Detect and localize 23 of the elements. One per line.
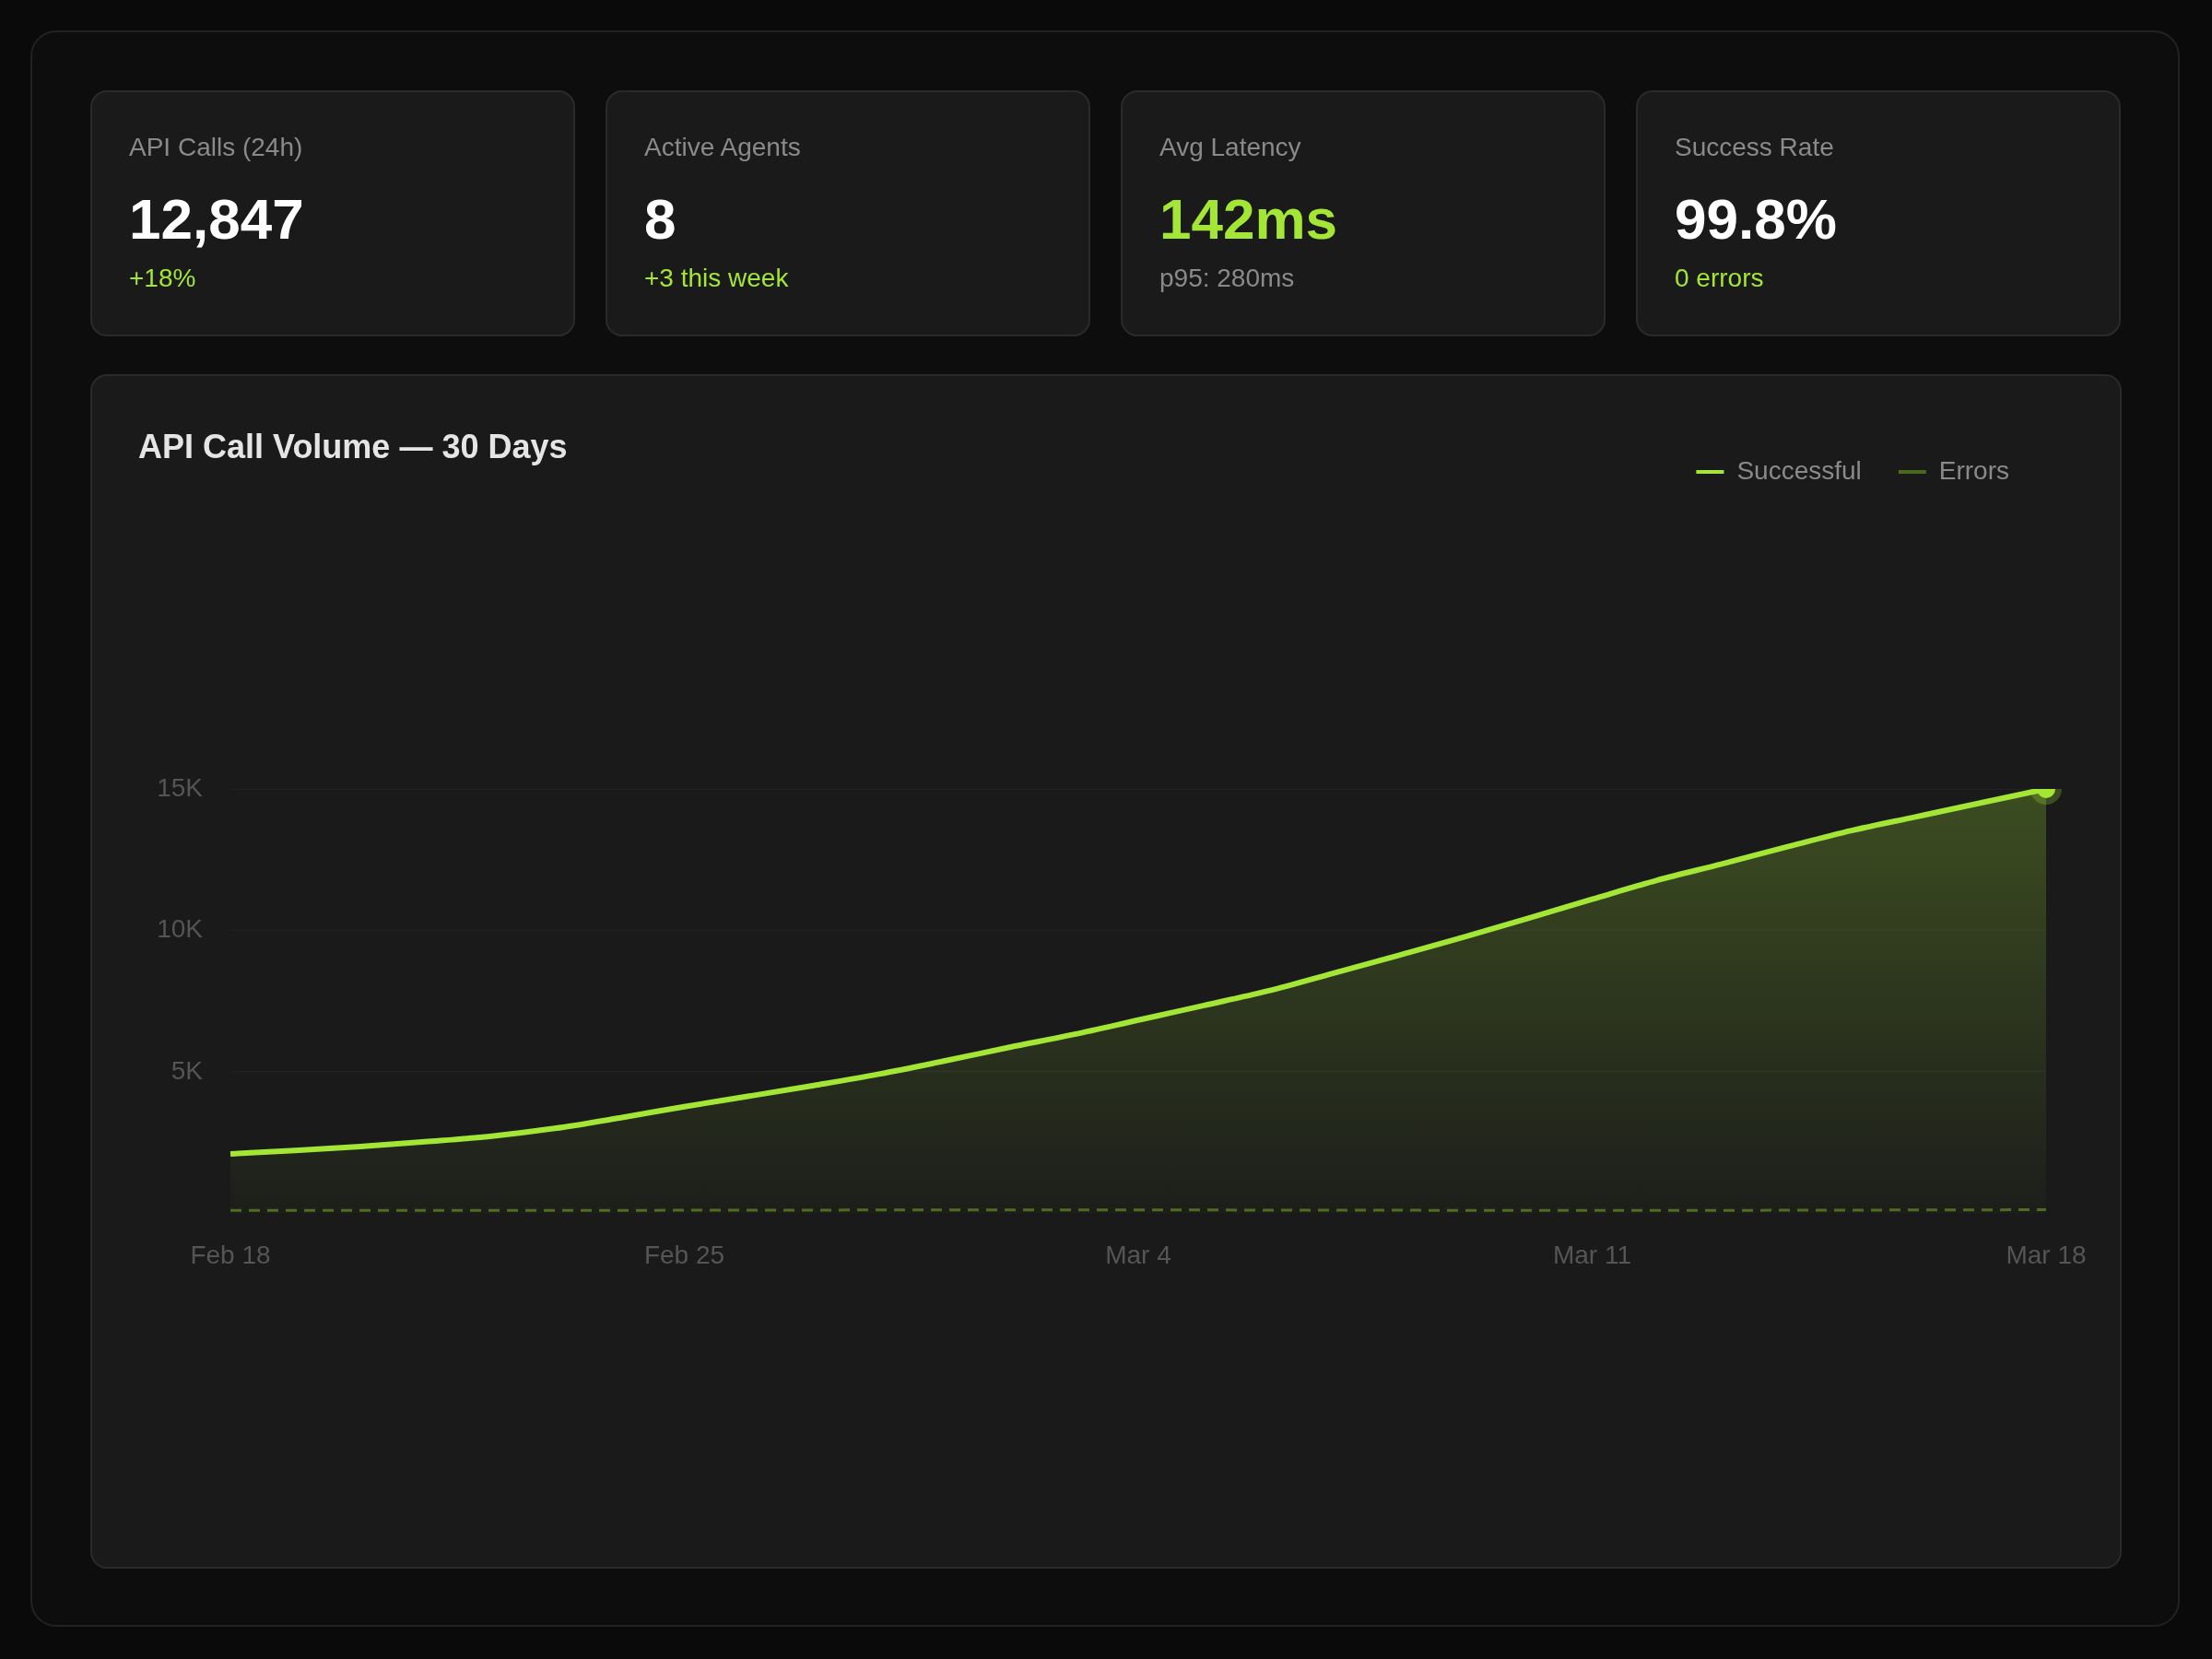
text: 12,847 <box>129 186 304 252</box>
text: 8 <box>644 186 677 252</box>
x-tick-label: Feb 18 <box>190 1240 271 1269</box>
text: Success Rate <box>1675 133 1834 162</box>
text: API Calls (24h) <box>129 133 303 162</box>
y-tick-label: 5K <box>171 1055 204 1085</box>
text: Avg Latency <box>1159 133 1301 162</box>
text: +18% <box>129 264 196 293</box>
chart-title: API Call Volume — 30 Days <box>138 428 568 466</box>
x-tick-label: Mar 11 <box>1552 1240 1632 1269</box>
text: p95: 280ms <box>1159 264 1295 293</box>
text: 142ms <box>1159 186 1338 252</box>
text: 0 errors <box>1675 264 1764 293</box>
text: +3 this week <box>644 264 789 293</box>
text: 99.8% <box>1675 186 1837 252</box>
x-tick-label: Mar 4 <box>1105 1240 1171 1269</box>
legend-label: Successful <box>1736 455 1862 485</box>
text: Active Agents <box>644 133 801 162</box>
legend-label: Errors <box>1938 455 2010 485</box>
y-tick-label: 15K <box>157 772 204 802</box>
y-tick-label: 10K <box>157 914 204 944</box>
x-tick-label: Mar 18 <box>2006 1240 2087 1269</box>
x-tick-label: Feb 25 <box>643 1240 725 1269</box>
